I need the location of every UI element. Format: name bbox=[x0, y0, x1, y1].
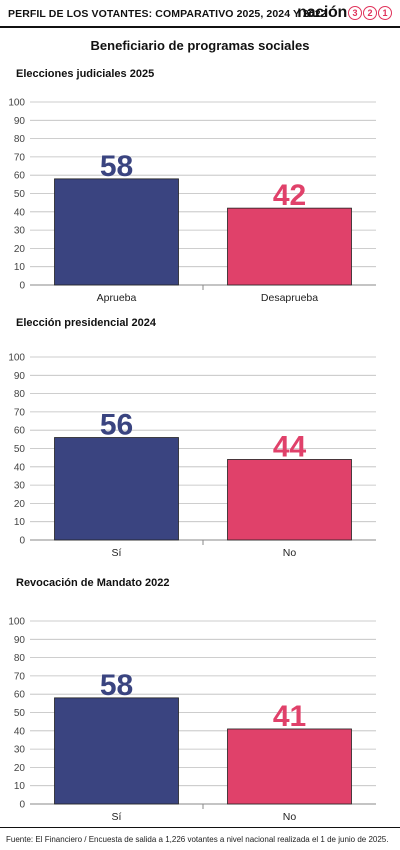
y-tick-label: 40 bbox=[14, 462, 26, 473]
brand-digit-2: 2 bbox=[363, 6, 377, 20]
chart-3: 0 10 20 30 40 50 60 70 80 90 100 58 Sí 41 No bbox=[8, 617, 376, 823]
y-tick-label: 40 bbox=[14, 207, 26, 218]
chart-1-title: Elecciones judiciales 2025 bbox=[16, 68, 155, 80]
bar bbox=[227, 459, 352, 541]
y-tick-label: 60 bbox=[14, 171, 26, 182]
data-label: 56 bbox=[100, 409, 133, 442]
bar bbox=[54, 697, 179, 805]
main-title: Beneficiario de programas sociales bbox=[90, 38, 310, 53]
brand-digit-1: 3 bbox=[348, 6, 362, 20]
x-category-label: No bbox=[283, 547, 297, 559]
y-tick-label: 10 bbox=[14, 262, 26, 273]
brand-logo: nación 3 2 1 bbox=[297, 4, 392, 22]
x-category-label: Sí bbox=[112, 811, 122, 823]
header-title: PERFIL DE LOS VOTANTES: COMPARATIVO 2025… bbox=[8, 8, 327, 20]
y-tick-label: 90 bbox=[14, 116, 26, 127]
y-tick-label: 30 bbox=[14, 745, 26, 756]
brand-word: nación bbox=[297, 4, 347, 21]
bar bbox=[227, 207, 352, 286]
bar bbox=[54, 437, 179, 541]
x-category-label: Aprueba bbox=[97, 292, 137, 304]
y-tick-label: 20 bbox=[14, 763, 26, 774]
x-category-label: Desaprueba bbox=[261, 292, 318, 304]
y-tick-label: 10 bbox=[14, 517, 26, 528]
x-category-label: No bbox=[283, 811, 297, 823]
y-tick-label: 80 bbox=[14, 389, 26, 400]
y-tick-label: 90 bbox=[14, 371, 26, 382]
y-tick-label: 50 bbox=[14, 708, 26, 719]
y-tick-label: 70 bbox=[14, 671, 26, 682]
y-tick-label: 60 bbox=[14, 426, 26, 437]
chart-1: 0 10 20 30 40 50 60 70 80 90 100 58 Aprueba 42 Desapru… bbox=[8, 98, 376, 304]
y-tick-label: 20 bbox=[14, 244, 26, 255]
data-label: 41 bbox=[273, 700, 306, 733]
y-tick-label: 70 bbox=[14, 407, 26, 418]
y-tick-label: 80 bbox=[14, 134, 26, 145]
x-category-label: Sí bbox=[112, 547, 122, 559]
chart-3-title: Revocación de Mandato 2022 bbox=[16, 577, 170, 589]
y-tick-label: 0 bbox=[19, 800, 25, 811]
brand-digit-3: 1 bbox=[378, 6, 392, 20]
data-label: 42 bbox=[273, 179, 306, 212]
y-tick-label: 70 bbox=[14, 152, 26, 163]
y-tick-label: 30 bbox=[14, 481, 26, 492]
bottom-rule bbox=[0, 827, 400, 828]
bar bbox=[54, 178, 179, 286]
y-tick-label: 40 bbox=[14, 726, 26, 737]
y-tick-label: 80 bbox=[14, 653, 26, 664]
y-tick-label: 90 bbox=[14, 635, 26, 646]
source-note: Fuente: El Financiero / Encuesta de sali… bbox=[6, 835, 389, 844]
y-tick-label: 60 bbox=[14, 690, 26, 701]
data-label: 58 bbox=[100, 150, 133, 183]
y-tick-label: 100 bbox=[8, 98, 25, 109]
header: PERFIL DE LOS VOTANTES: COMPARATIVO 2025… bbox=[8, 4, 392, 22]
y-tick-label: 20 bbox=[14, 499, 26, 510]
data-label: 44 bbox=[273, 430, 307, 463]
y-tick-label: 50 bbox=[14, 444, 26, 455]
chart-2-title: Elección presidencial 2024 bbox=[16, 317, 157, 329]
y-tick-label: 50 bbox=[14, 189, 26, 200]
y-tick-label: 100 bbox=[8, 617, 25, 628]
y-tick-label: 0 bbox=[19, 281, 25, 292]
y-tick-label: 0 bbox=[19, 536, 25, 547]
data-label: 58 bbox=[100, 669, 133, 702]
y-tick-label: 100 bbox=[8, 353, 25, 364]
bar bbox=[227, 728, 352, 805]
chart-2: 0 10 20 30 40 50 60 70 80 90 100 56 Sí 44 No bbox=[8, 353, 376, 559]
y-tick-label: 10 bbox=[14, 781, 26, 792]
top-rule bbox=[0, 26, 400, 28]
y-tick-label: 30 bbox=[14, 226, 26, 237]
